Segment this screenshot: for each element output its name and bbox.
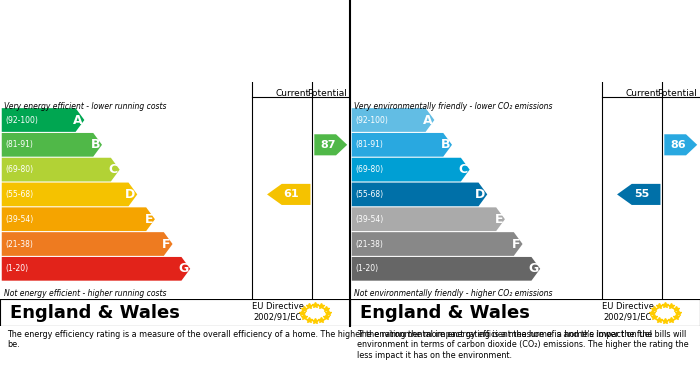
Text: Current: Current — [275, 89, 309, 98]
Text: 61: 61 — [284, 189, 299, 199]
Text: Not energy efficient - higher running costs: Not energy efficient - higher running co… — [4, 289, 166, 298]
Text: Potential: Potential — [657, 89, 697, 98]
Polygon shape — [267, 184, 311, 205]
Text: A: A — [73, 113, 83, 127]
Text: A: A — [423, 113, 433, 127]
Polygon shape — [1, 232, 173, 256]
Text: (39-54): (39-54) — [6, 215, 34, 224]
Polygon shape — [314, 134, 347, 155]
Text: G: G — [178, 262, 188, 275]
Text: Energy Efficiency Rating: Energy Efficiency Rating — [10, 58, 194, 71]
Polygon shape — [1, 133, 102, 157]
Polygon shape — [617, 184, 661, 205]
Polygon shape — [351, 207, 505, 231]
Text: F: F — [512, 237, 521, 251]
Polygon shape — [351, 183, 487, 206]
Text: 87: 87 — [321, 140, 336, 150]
Text: Very environmentally friendly - lower CO₂ emissions: Very environmentally friendly - lower CO… — [354, 102, 552, 111]
Text: F: F — [162, 237, 171, 251]
Text: (69-80): (69-80) — [355, 165, 384, 174]
Text: G: G — [528, 262, 538, 275]
Text: EU Directive
2002/91/EC: EU Directive 2002/91/EC — [602, 302, 654, 321]
Text: (21-38): (21-38) — [6, 240, 33, 249]
Text: (55-68): (55-68) — [6, 190, 34, 199]
Polygon shape — [1, 257, 190, 281]
Text: Current: Current — [625, 89, 659, 98]
Text: The environmental impact rating is a measure of a home's impact on the environme: The environmental impact rating is a mea… — [357, 330, 689, 359]
Text: E: E — [145, 213, 153, 226]
Text: B: B — [441, 138, 450, 151]
Polygon shape — [351, 257, 540, 281]
Text: (39-54): (39-54) — [355, 215, 384, 224]
Polygon shape — [351, 158, 470, 181]
Polygon shape — [351, 108, 434, 132]
Polygon shape — [1, 183, 137, 206]
Text: (92-100): (92-100) — [355, 115, 388, 124]
Text: D: D — [125, 188, 136, 201]
Text: C: C — [458, 163, 468, 176]
Polygon shape — [351, 133, 452, 157]
Text: (81-91): (81-91) — [6, 140, 33, 149]
Text: Not environmentally friendly - higher CO₂ emissions: Not environmentally friendly - higher CO… — [354, 289, 552, 298]
Text: EU Directive
2002/91/EC: EU Directive 2002/91/EC — [252, 302, 304, 321]
Text: Potential: Potential — [307, 89, 347, 98]
Text: 86: 86 — [671, 140, 686, 150]
Polygon shape — [664, 134, 697, 155]
Text: England & Wales: England & Wales — [10, 304, 181, 322]
Text: 55: 55 — [634, 189, 649, 199]
Polygon shape — [1, 207, 155, 231]
Text: D: D — [475, 188, 486, 201]
Text: (55-68): (55-68) — [355, 190, 384, 199]
Polygon shape — [351, 232, 522, 256]
Text: B: B — [91, 138, 100, 151]
Text: (21-38): (21-38) — [355, 240, 383, 249]
Text: (81-91): (81-91) — [355, 140, 383, 149]
Text: England & Wales: England & Wales — [360, 304, 531, 322]
Text: E: E — [495, 213, 503, 226]
Text: (69-80): (69-80) — [6, 165, 34, 174]
Text: C: C — [108, 163, 118, 176]
Text: (1-20): (1-20) — [355, 264, 379, 273]
Text: (92-100): (92-100) — [6, 115, 38, 124]
Text: Environmental Impact (CO₂) Rating: Environmental Impact (CO₂) Rating — [360, 58, 622, 71]
Text: The energy efficiency rating is a measure of the overall efficiency of a home. T: The energy efficiency rating is a measur… — [7, 330, 686, 349]
Text: Very energy efficient - lower running costs: Very energy efficient - lower running co… — [4, 102, 166, 111]
Polygon shape — [1, 108, 84, 132]
Polygon shape — [1, 158, 120, 181]
Text: (1-20): (1-20) — [6, 264, 29, 273]
